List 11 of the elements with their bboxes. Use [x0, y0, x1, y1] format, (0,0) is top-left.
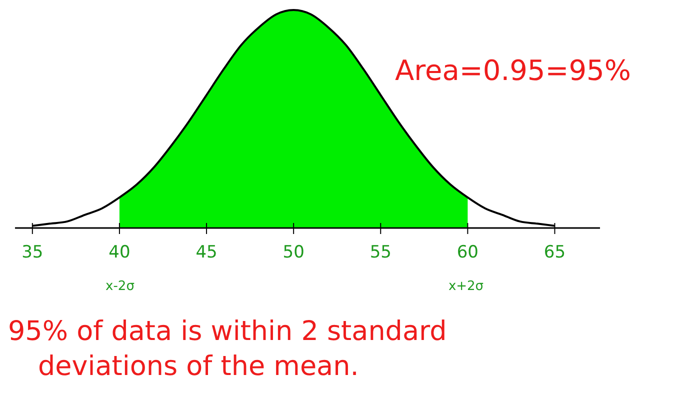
- x-tick-label: 35: [22, 242, 44, 263]
- text: 95% of data is within 2 standard deviations of the mean.: [8, 316, 447, 382]
- text: x-2σ: [106, 279, 134, 294]
- text: x+2σ: [448, 279, 484, 294]
- x-tick-label: 55: [370, 242, 392, 263]
- annotation: Area=0.95=95%: [395, 54, 631, 87]
- x-tick-label: 65: [544, 242, 566, 263]
- x-tick-label: 50: [282, 242, 304, 263]
- x-tick-label: 60: [456, 242, 478, 263]
- x-tick-label: 45: [196, 242, 218, 263]
- x-tick-label: 40: [108, 242, 130, 263]
